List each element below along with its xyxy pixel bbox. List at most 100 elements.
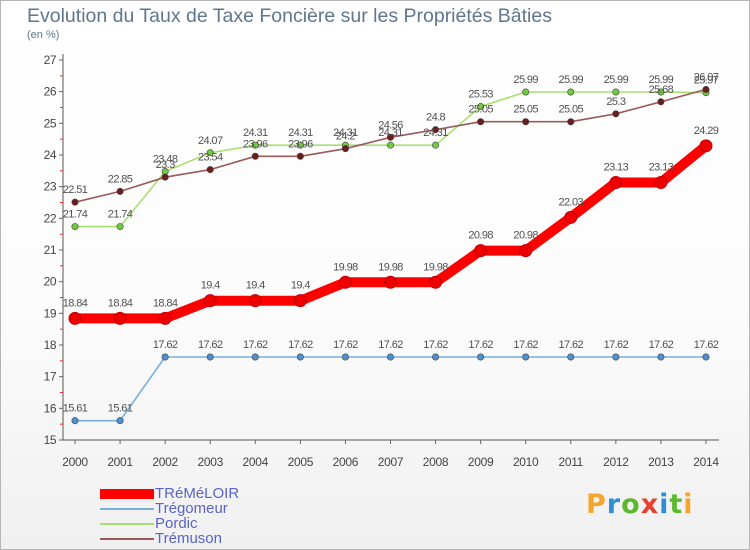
data-point [702,353,710,361]
y-tick-label: 17 [44,370,57,384]
data-label: 23.96 [288,138,313,150]
y-tick-label: 26 [44,85,57,99]
data-point [429,275,443,289]
data-point [338,275,352,289]
data-point [296,353,304,361]
data-point [71,417,79,425]
data-label: 19.98 [378,261,403,273]
data-point [386,141,394,149]
chart-title: Evolution du Taux de Taxe Foncière sur l… [27,5,552,27]
data-point [71,223,79,231]
logo-letter: i [659,489,670,520]
data-label: 24.31 [378,127,403,139]
data-point [522,353,530,361]
labels-tremeloir: 18.84 18.84 18.84 19.4 19.4 19.4 19.98 19.98 19.… [63,125,720,310]
data-label: 17.62 [198,339,223,351]
x-tick-label: 2006 [333,455,359,469]
data-label: 23.54 [198,152,223,164]
data-label: 23.96 [243,138,268,150]
series-line-tregomeur [74,356,707,422]
data-label: 18.84 [153,297,178,309]
x-tick-label: 2002 [152,455,178,469]
data-label: 18.84 [63,297,88,309]
series-tremeloir [68,139,713,325]
data-label: 24.31 [333,127,358,139]
data-label: 23.48 [153,153,178,165]
data-label: 17.62 [468,339,493,351]
data-label: 25.99 [559,74,584,86]
data-label: 18.84 [108,297,133,309]
data-label: 24.07 [198,135,223,147]
data-label: 17.62 [378,339,403,351]
data-point [341,145,349,153]
legend-label: Trégomeur [155,500,228,517]
data-label: 19.98 [423,261,448,273]
y-tick-label: 27 [44,53,57,67]
data-point [341,353,349,361]
data-point [432,353,440,361]
data-label: 17.62 [513,339,538,351]
x-tick-label: 2012 [603,455,629,469]
data-label: 23.13 [604,162,629,174]
data-point [68,311,82,325]
data-point [432,126,440,134]
data-label: 17.62 [288,339,313,351]
data-point [116,187,124,195]
data-point [657,98,665,106]
data-point [567,118,575,126]
data-point [296,141,304,149]
logo-letter: x [640,489,660,520]
data-label: 20.98 [468,230,493,242]
x-tick-label: 2008 [423,455,449,469]
proxiti-logo[interactable]: Proxiti [586,489,694,520]
data-point [474,244,488,258]
data-point [113,311,127,325]
logo-letter: t [669,489,684,520]
data-label: 25.99 [604,74,629,86]
series-tremuson [71,85,710,206]
data-label: 17.62 [649,339,674,351]
data-point [522,118,530,126]
data-label: 25.68 [649,84,674,96]
data-label: 20.98 [513,230,538,242]
data-point [161,353,169,361]
y-tick-label: 20 [44,275,57,289]
data-label: 21.74 [63,209,88,221]
y-tick-label: 22 [44,211,57,225]
data-point [657,353,665,361]
logo-letter: P [586,489,607,520]
legend-swatch-tregomeur [100,508,154,510]
data-label: 25.53 [468,89,493,101]
data-label: 21.74 [108,209,133,221]
y-tick-label: 19 [44,306,57,320]
data-point [116,223,124,231]
data-point [383,275,397,289]
data-label: 19.4 [291,280,310,292]
x-tick-label: 2014 [693,455,719,469]
data-point [522,88,530,96]
data-point [116,417,124,425]
data-point [699,139,713,153]
x-tick-label: 2011 [558,455,583,469]
data-point [206,149,214,157]
y-tick-label: 16 [44,401,57,415]
y-axis-unit: (en %) [27,29,60,41]
data-point [251,152,259,160]
logo-letter: o [621,489,641,520]
data-label: 23.3 [156,159,175,171]
data-point [386,353,394,361]
legend-item-tremeloir: TRéMéLOIR [100,486,260,501]
data-label: 19.98 [333,261,358,273]
data-label: 24.8 [426,112,445,124]
labels-pordic: 21.74 21.74 23.48 24.07 24.31 24.31 24.31 24.31… [63,74,720,221]
data-point [293,294,307,308]
data-label: 24.56 [378,119,403,131]
data-point [206,166,214,174]
legend-swatch-tremeloir [100,489,154,499]
legend-swatch-pordic [100,523,154,525]
data-label: 25.05 [559,104,584,116]
data-point [386,133,394,141]
